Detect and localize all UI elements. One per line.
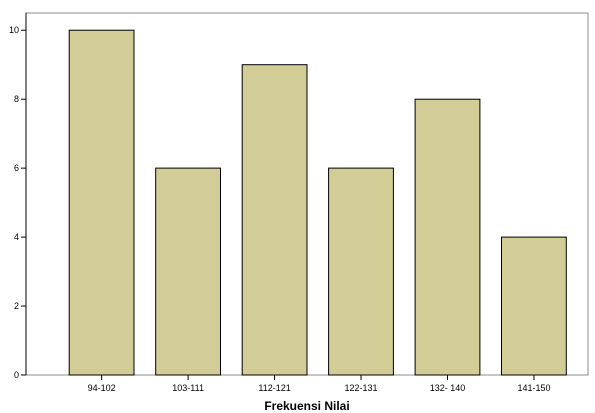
x-tick-label: 94-102 bbox=[88, 383, 116, 393]
x-tick-label: 122-131 bbox=[345, 383, 378, 393]
bars-group bbox=[68, 29, 567, 376]
bar-132-140 bbox=[414, 98, 481, 376]
bar-94-102 bbox=[68, 29, 135, 376]
y-tick-label: 4 bbox=[14, 232, 19, 242]
x-tick-label: 141-150 bbox=[517, 383, 550, 393]
bar-122-131 bbox=[328, 167, 394, 376]
bar-103-111 bbox=[155, 167, 221, 376]
y-axis: 0 2 4 6 8 10 bbox=[9, 13, 27, 380]
x-tick-label: 112-121 bbox=[258, 383, 290, 393]
y-tick-label: 6 bbox=[14, 163, 19, 173]
x-tick-label: 103-111 bbox=[172, 383, 204, 393]
bar-112-121 bbox=[241, 64, 308, 376]
y-tick-label: 10 bbox=[9, 25, 19, 35]
x-axis: 94-102 103-111 112-121 122-131 132- 140 141-1… bbox=[88, 375, 550, 393]
y-tick-label: 2 bbox=[14, 301, 19, 311]
bar-141-150 bbox=[501, 236, 567, 376]
x-axis-title: Frekuensi Nilai bbox=[264, 399, 349, 413]
x-tick-label: 132- 140 bbox=[430, 383, 466, 393]
y-tick-label: 8 bbox=[14, 94, 19, 104]
y-tick-label: 0 bbox=[14, 370, 19, 380]
